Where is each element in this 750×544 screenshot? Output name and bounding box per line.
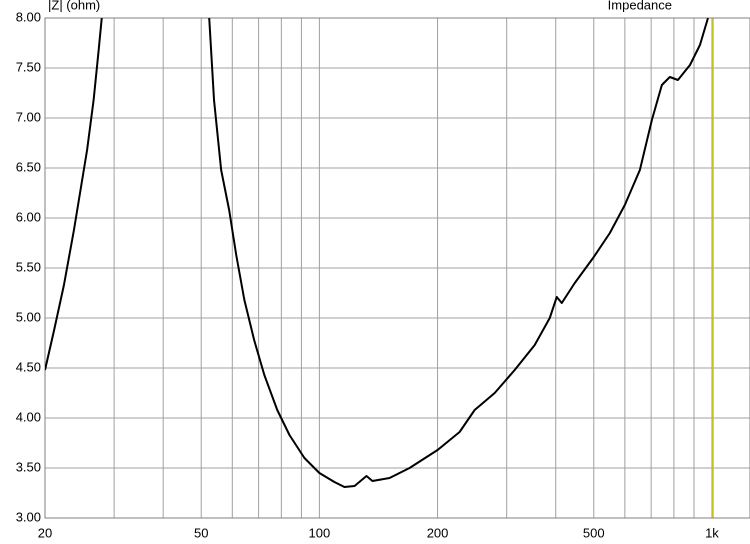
y-tick-label: 3.50 [16,459,41,474]
y-tick-label: 6.00 [16,209,41,224]
y-tick-label: 5.50 [16,259,41,274]
y-tick-label: 5.00 [16,309,41,324]
y-tick-label: 6.50 [16,159,41,174]
x-tick-label: 200 [427,525,449,540]
plot-frame [44,17,750,519]
x-tick-label: 20 [38,525,52,540]
y-tick-label: 7.50 [16,59,41,74]
y-axis-label: |Z| (ohm) [48,0,100,12]
impedance-curve [45,18,709,488]
x-tick-label: 100 [309,525,331,540]
y-tick-label: 4.50 [16,359,41,374]
x-tick-label: 50 [194,525,208,540]
y-tick-label: 7.00 [16,109,41,124]
y-tick-label: 3.00 [16,509,41,524]
x-tick-label: 1k [705,525,719,540]
chart-title: Impedance [608,0,672,12]
y-tick-label: 8.00 [16,9,41,24]
y-tick-label: 4.00 [16,409,41,424]
x-tick-label: 500 [583,525,605,540]
